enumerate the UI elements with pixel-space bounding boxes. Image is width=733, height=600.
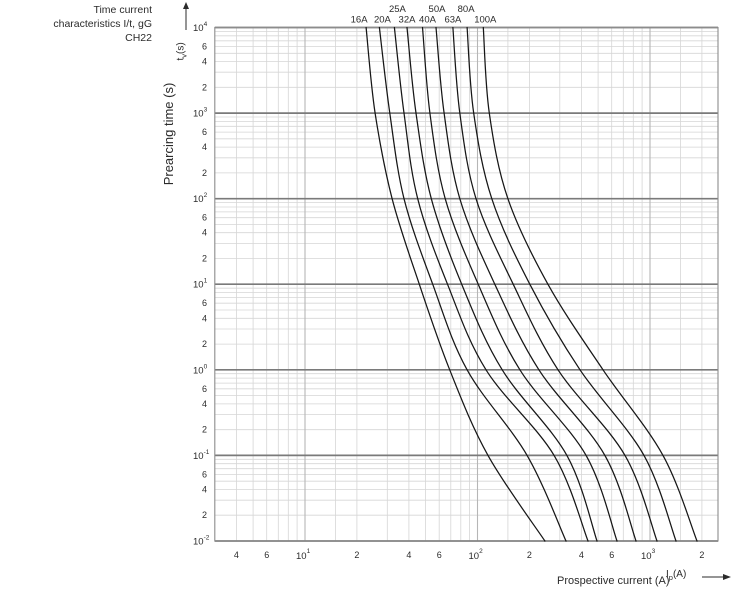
y-tick-minor-label: 4 — [202, 142, 207, 152]
curve-label-100A: 100A — [474, 15, 497, 26]
y-tick-minor-label: 6 — [202, 384, 207, 394]
curve-50A — [435, 26, 637, 542]
y-tick-minor-label: 6 — [202, 298, 207, 308]
curve-label-40A: 40A — [419, 15, 437, 26]
y-tick-minor-label: 6 — [202, 469, 207, 479]
x-axis-title: Prospective current (A) — [557, 575, 670, 587]
x-tick-minor-label: 6 — [264, 550, 269, 560]
curve-label-16A: 16A — [351, 15, 369, 26]
y-axis-symbol-base: t — [175, 57, 187, 61]
y-tick-major-label: 10-2 — [193, 535, 210, 548]
curve-label-50A: 50A — [429, 4, 447, 15]
curve-label-63A: 63A — [444, 15, 462, 26]
x-axis-symbol-sub: p — [668, 573, 673, 582]
chart-title-line3: CH22 — [125, 32, 152, 44]
y-tick-minor-label: 2 — [202, 168, 207, 178]
curve-20A — [378, 26, 567, 542]
y-tick-minor-label: 6 — [202, 213, 207, 223]
x-tick-minor-label: 4 — [406, 550, 411, 560]
y-tick-minor-label: 4 — [202, 228, 207, 238]
x-tick-major-label: 101 — [296, 548, 311, 562]
x-tick-minor-label: 6 — [609, 550, 614, 560]
x-tick-major-label: 102 — [469, 548, 484, 562]
y-tick-minor-label: 2 — [202, 425, 207, 435]
y-tick-minor-label: 4 — [202, 313, 207, 323]
curve-label-80A: 80A — [458, 4, 476, 15]
y-tick-major-label: 102 — [193, 192, 208, 205]
y-tick-minor-label: 2 — [202, 510, 207, 520]
curve-16A — [365, 26, 546, 542]
x-axis-symbol-base: I — [666, 569, 669, 580]
axis-arrows — [183, 2, 731, 580]
chart-title-line2: characteristics I/t, gG — [53, 18, 152, 30]
fuse-curves — [365, 26, 698, 542]
curve-80A — [466, 26, 677, 542]
x-axis-arrow-head-icon — [723, 574, 731, 580]
y-tick-minor-label: 6 — [202, 127, 207, 137]
curve-label-20A: 20A — [374, 15, 392, 26]
y-tick-minor-label: 4 — [202, 485, 207, 495]
x-tick-minor-label: 2 — [527, 550, 532, 560]
y-tick-minor-label: 2 — [202, 254, 207, 264]
curve-25A — [393, 26, 589, 542]
y-tick-minor-label: 4 — [202, 57, 207, 67]
y-tick-labels: 104 103 102 101 100 10-1 10-2 6 4 2 6 4 2 6 4 2 6 4 2 6 4 2 6 4… — [193, 21, 210, 548]
y-tick-minor-label: 4 — [202, 399, 207, 409]
curve-40A — [421, 26, 618, 542]
y-tick-major-label: 101 — [193, 278, 208, 291]
x-tick-minor-label: 4 — [234, 550, 239, 560]
curve-label-25A: 25A — [389, 4, 407, 15]
x-tick-minor-label: 2 — [699, 550, 704, 560]
curve-label-32A: 32A — [399, 15, 417, 26]
x-axis-symbol: Ip(A) — [666, 569, 686, 582]
curve-63A — [452, 26, 658, 542]
y-tick-minor-label: 6 — [202, 42, 207, 52]
y-axis-symbol-rest: (s) — [175, 42, 187, 54]
y-axis-symbol-sub: v — [179, 53, 189, 58]
curve-32A — [406, 26, 598, 542]
x-tick-minor-label: 6 — [437, 550, 442, 560]
x-tick-minor-label: 2 — [354, 550, 359, 560]
y-axis-arrow-head-icon — [183, 2, 189, 9]
y-axis-symbol: tv(s) — [175, 31, 189, 61]
chart-title: Time current characteristics I/t, gG CH2… — [0, 3, 152, 45]
x-tick-minor-label: 4 — [579, 550, 584, 560]
plot-border — [214, 26, 719, 542]
y-tick-minor-label: 2 — [202, 339, 207, 349]
curve-100A — [482, 26, 698, 542]
y-tick-minor-label: 2 — [202, 82, 207, 92]
x-tick-labels: 101 102 103 4 6 2 4 6 2 4 6 2 — [234, 548, 705, 562]
y-tick-major-label: 104 — [193, 21, 208, 34]
y-axis-title: Prearcing time (s) — [161, 82, 176, 186]
x-axis-symbol-rest: (A) — [672, 569, 687, 580]
y-tick-major-label: 103 — [193, 107, 208, 120]
y-tick-major-label: 100 — [193, 363, 208, 376]
x-tick-major-label: 103 — [641, 548, 656, 562]
y-tick-major-label: 10-1 — [193, 449, 210, 462]
chart-title-line1: Time current — [93, 4, 152, 16]
